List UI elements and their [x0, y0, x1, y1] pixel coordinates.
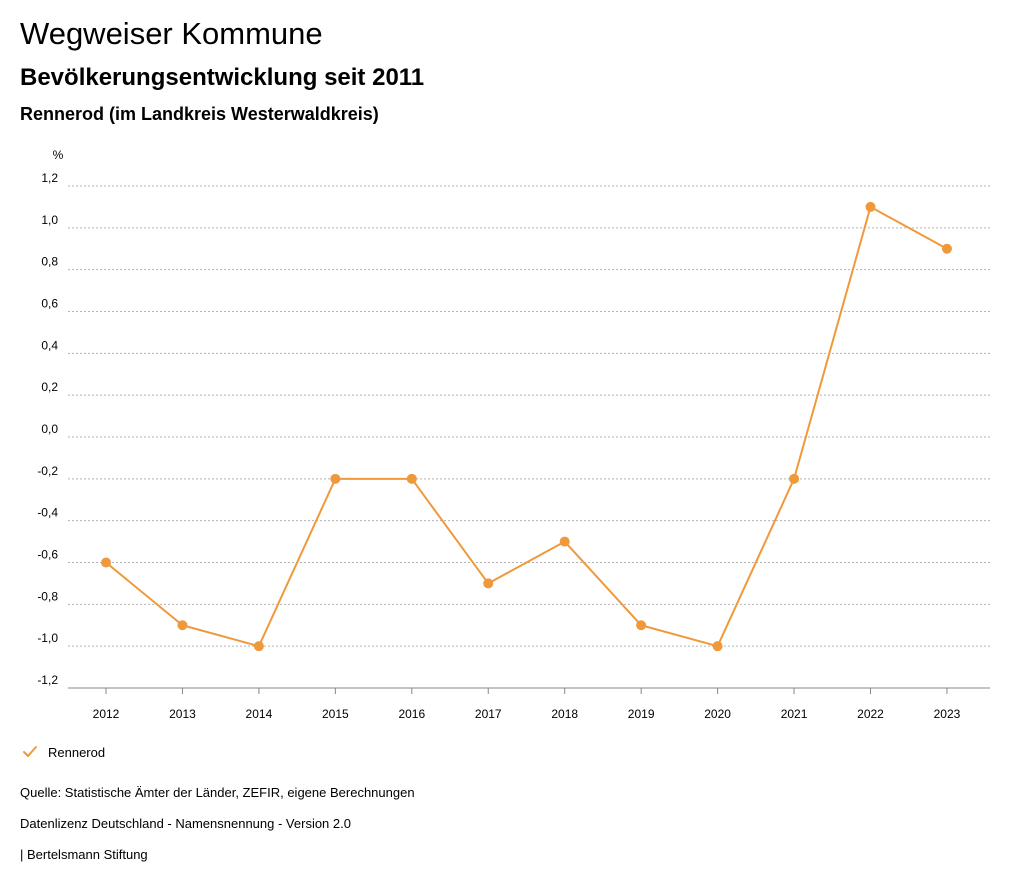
y-tick-label: 0,8	[41, 255, 58, 269]
license-note: Datenlizenz Deutschland - Namensnennung …	[20, 816, 351, 831]
data-point[interactable]	[177, 620, 188, 631]
y-axis-unit: %	[53, 148, 64, 162]
y-tick-label: 0,6	[41, 297, 58, 311]
grid-lines	[68, 185, 990, 689]
x-tick-label: 2022	[857, 707, 884, 721]
data-point[interactable]	[712, 641, 723, 652]
check-icon	[23, 746, 37, 757]
x-tick-label: 2018	[551, 707, 578, 721]
data-point[interactable]	[865, 201, 876, 212]
y-tick-label: -1,2	[37, 673, 58, 687]
x-tick-label: 2015	[322, 707, 349, 721]
y-tick-label: -0,2	[37, 464, 58, 478]
x-tick-label: 2013	[169, 707, 196, 721]
data-point[interactable]	[483, 578, 494, 589]
y-tick-label: -0,4	[37, 506, 58, 520]
y-tick-label: 0,0	[41, 422, 58, 436]
data-point[interactable]	[789, 473, 800, 484]
y-tick-label: -0,8	[37, 589, 58, 603]
y-tick-label: 1,2	[41, 171, 58, 185]
series-line	[105, 205, 948, 648]
x-tick-label: 2014	[246, 707, 273, 721]
y-tick-label: -1,0	[37, 631, 58, 645]
y-axis: 1,2 1,0 0,8 0,6 0,4 0,2 0,0 -0,2 -0,4 -0,6 -0,8 -1,…	[37, 171, 58, 687]
x-tick-label: 2023	[934, 707, 961, 721]
y-tick-label: 1,0	[41, 213, 58, 227]
x-tick-label: 2019	[628, 707, 655, 721]
data-point[interactable]	[559, 536, 570, 547]
x-axis: 2012 2013 2014 2015 2016 2017 2018 2019 2020 2021…	[68, 687, 990, 721]
y-tick-label: 0,4	[41, 338, 58, 352]
y-tick-label: 0,2	[41, 380, 58, 394]
region-label: Rennerod (im Landkreis Westerwaldkreis)	[20, 104, 379, 124]
y-tick-label: -0,6	[37, 548, 58, 562]
data-point[interactable]	[330, 473, 341, 484]
chart-title: Wegweiser Kommune	[20, 16, 323, 51]
data-point[interactable]	[253, 641, 264, 652]
x-tick-label: 2017	[475, 707, 502, 721]
x-tick-label: 2020	[704, 707, 731, 721]
chart-subtitle: Bevölkerungsentwicklung seit 2011	[20, 64, 425, 91]
x-tick-label: 2012	[93, 707, 120, 721]
publisher-note: | Bertelsmann Stiftung	[20, 847, 148, 862]
series-rennerod	[101, 201, 952, 652]
x-tick-label: 2016	[398, 707, 425, 721]
source-note: Quelle: Statistische Ämter der Länder, Z…	[20, 785, 415, 800]
data-point[interactable]	[101, 557, 111, 568]
data-point[interactable]	[636, 620, 647, 631]
x-tick-label: 2021	[781, 707, 808, 721]
data-point[interactable]	[406, 473, 417, 484]
data-point[interactable]	[941, 243, 952, 254]
legend[interactable]: Rennerod	[22, 744, 105, 760]
line-chart: % 1,2 1,0 0,8 0,6 0,4 0,2 0,0 -0,2 -0,4 -0,6 -0,8 -…	[37, 148, 990, 721]
legend-label-rennerod: Rennerod	[48, 744, 106, 760]
